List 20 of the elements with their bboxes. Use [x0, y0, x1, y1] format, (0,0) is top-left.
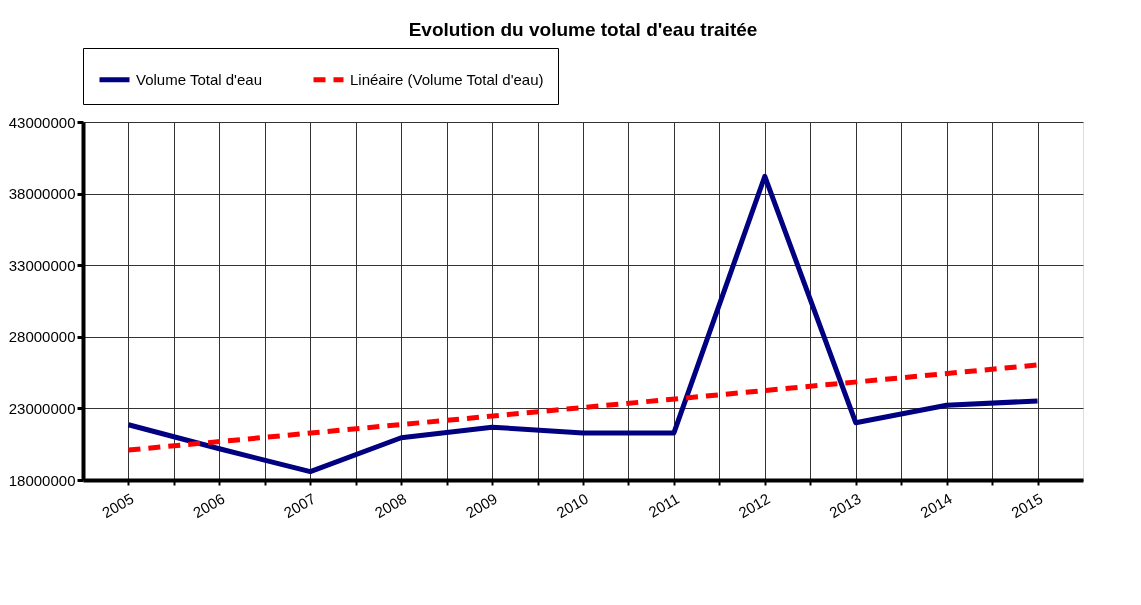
y-tick-label: 18000000 [8, 471, 76, 489]
x-tick-label: 2011 [645, 489, 682, 521]
x-tick-label: 2015 [1008, 489, 1046, 522]
chart-title: Evolution du volume total d'eau traitée [408, 18, 758, 40]
y-tick-label: 33000000 [8, 256, 76, 274]
legend-label: Volume Total d'eau [136, 70, 263, 88]
x-tick-label: 2008 [371, 489, 410, 522]
y-tick-label: 28000000 [8, 328, 76, 346]
x-tick-label: 2005 [99, 489, 137, 522]
x-tick-label: 2014 [917, 489, 955, 522]
y-tick-label: 23000000 [8, 399, 76, 417]
y-tick-label: 38000000 [8, 185, 76, 203]
x-tick-label: 2009 [462, 489, 501, 522]
legend-label: Linéaire (Volume Total d'eau) [350, 70, 544, 88]
x-tick-label: 2010 [553, 489, 591, 522]
x-tick-label: 2013 [826, 489, 864, 522]
x-tick-label: 2006 [189, 489, 228, 522]
y-tick-label: 43000000 [8, 113, 76, 131]
x-tick-label: 2012 [735, 489, 773, 522]
x-tick-label: 2007 [280, 489, 319, 522]
